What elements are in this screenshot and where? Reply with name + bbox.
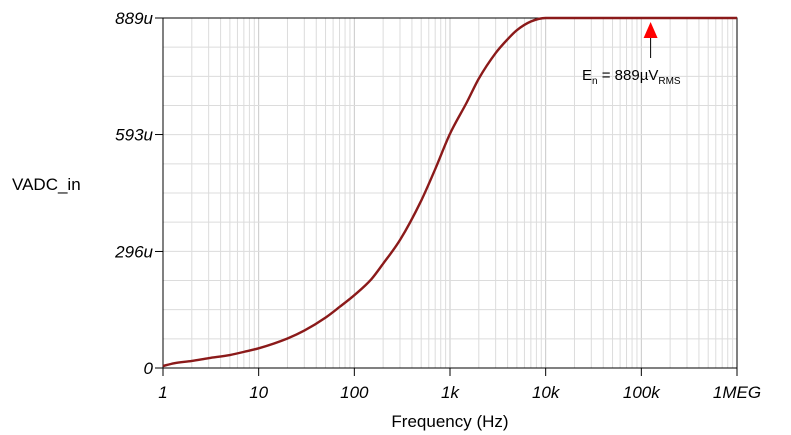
series-layer bbox=[162, 16, 737, 368]
x-tick-label: 100k bbox=[623, 383, 661, 402]
x-tick-label: 1MEG bbox=[713, 383, 761, 402]
annotation-label-part: = 889µV bbox=[598, 67, 659, 84]
y-tick-label: 889u bbox=[115, 9, 153, 28]
y-tick-label: 0 bbox=[144, 359, 154, 378]
x-tick-label: 10k bbox=[532, 383, 561, 402]
x-tick-label: 100 bbox=[340, 383, 369, 402]
series-line bbox=[162, 16, 737, 368]
axis-ticks bbox=[155, 17, 738, 376]
annotation-label-part: RMS bbox=[658, 76, 681, 87]
annotation: En = 889µVRMS bbox=[582, 22, 681, 87]
x-axis-title: Frequency (Hz) bbox=[391, 412, 508, 431]
grid bbox=[163, 18, 737, 368]
y-tick-labels: 0 296u 593u 889u bbox=[114, 9, 153, 378]
y-axis-title: VADC_in bbox=[12, 175, 81, 194]
annotation-label: En = 889µVRMS bbox=[582, 67, 681, 87]
annotation-label-part: n bbox=[592, 76, 598, 87]
annotation-arrowhead bbox=[643, 22, 658, 38]
x-tick-labels: 1 10 100 1k 10k 100k 1MEG bbox=[158, 383, 761, 402]
annotation-label-part: E bbox=[582, 67, 592, 84]
y-tick-label: 296u bbox=[114, 242, 153, 261]
x-tick-label: 10 bbox=[249, 383, 268, 402]
x-tick-label: 1k bbox=[441, 383, 460, 402]
x-tick-label: 1 bbox=[158, 383, 167, 402]
y-tick-label: 593u bbox=[115, 126, 153, 145]
